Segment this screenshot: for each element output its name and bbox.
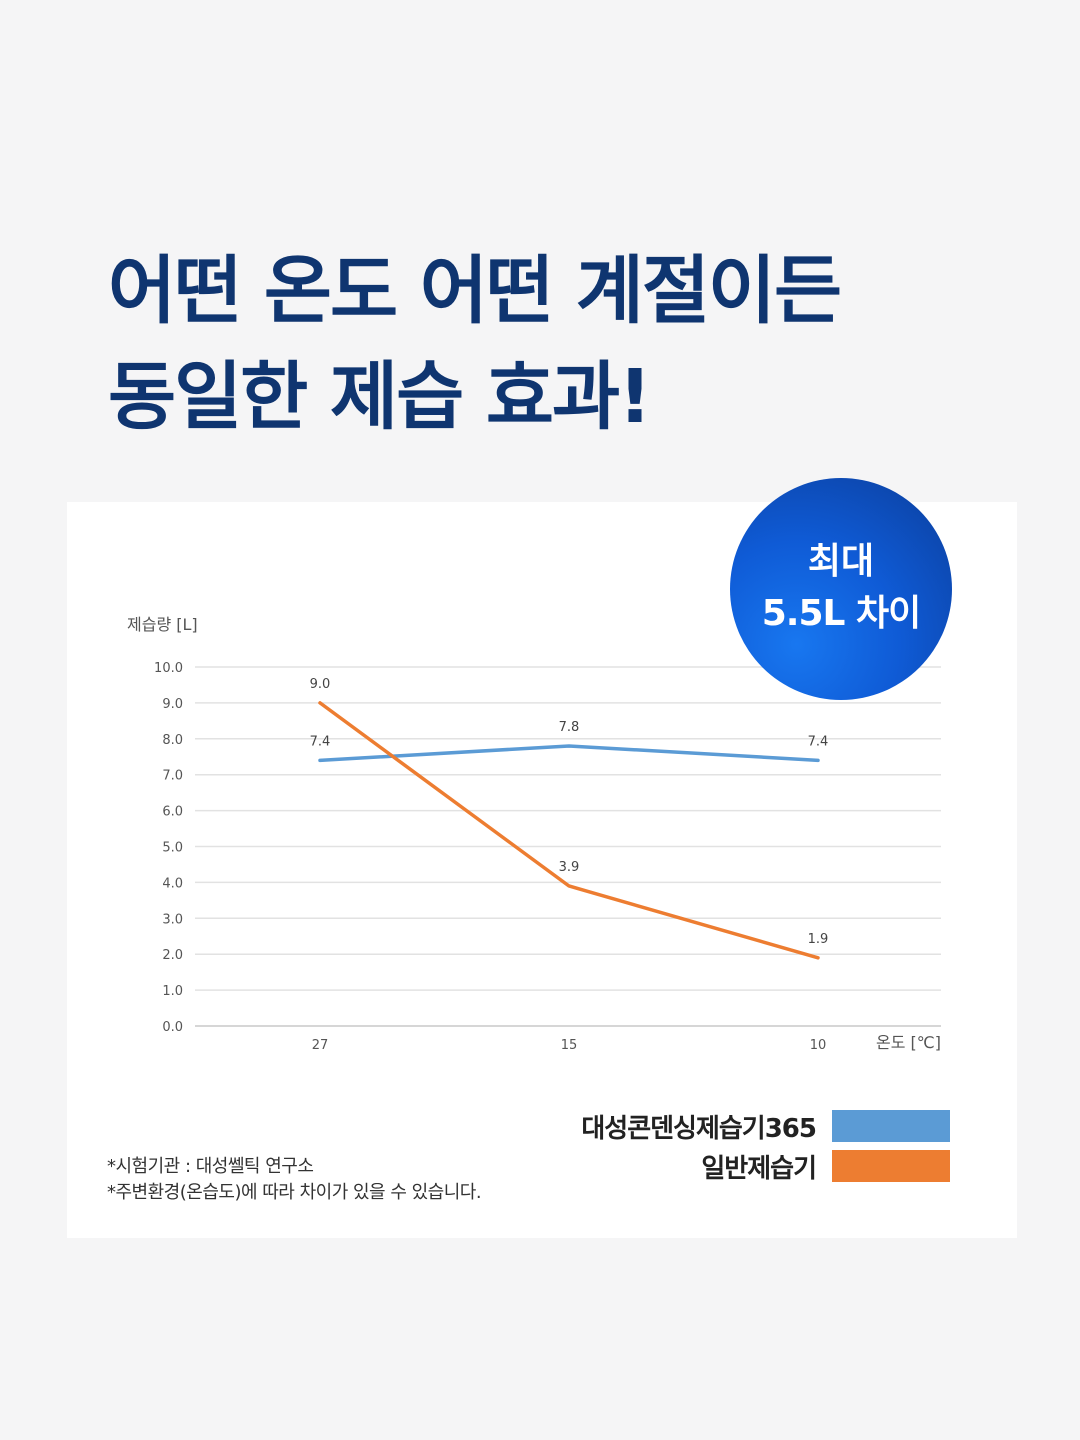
legend-item-condensing: 대성콘덴싱제습기365: [530, 1106, 950, 1146]
y-axis-title: 제습량 [L]: [127, 615, 198, 634]
headline: 어떤 온도 어떤 계절이든 동일한 제습 효과!: [108, 238, 1008, 450]
y-tick-label: 1.0: [162, 984, 183, 999]
legend-label-condensing: 대성콘덴싱제습기365: [581, 1113, 817, 1144]
x-tick-labels: 27 15 10: [312, 1038, 827, 1053]
x-tick-label: 10: [810, 1038, 827, 1053]
badge-line-1: 최대: [807, 541, 875, 582]
footnote-disclaimer: *주변환경(온습도)에 따라 차이가 있을 수 있습니다.: [107, 1182, 482, 1203]
data-label: 1.9: [808, 932, 829, 947]
data-label: 7.4: [310, 734, 331, 749]
y-tick-label: 8.0: [162, 733, 183, 748]
legend-swatch-general: [832, 1150, 950, 1182]
footnote-test-agency: *시험기관 : 대성쎌틱 연구소: [107, 1156, 314, 1177]
y-tick-label: 6.0: [162, 805, 183, 820]
y-tick-label: 2.0: [162, 948, 183, 963]
data-labels: 7.4 7.8 7.4 9.0 3.9 1.9: [310, 677, 829, 947]
x-tick-label: 27: [312, 1038, 329, 1053]
data-label: 3.9: [559, 860, 580, 875]
y-tick-label: 9.0: [162, 697, 183, 712]
y-tick-label: 4.0: [162, 876, 183, 891]
series-lines: [318, 701, 820, 960]
x-tick-label: 15: [561, 1038, 578, 1053]
legend-label-general: 일반제습기: [701, 1153, 817, 1184]
x-axis-title: 온도 [℃]: [876, 1033, 941, 1052]
y-tick-label: 3.0: [162, 912, 183, 927]
y-tick-labels: 0.0 1.0 2.0 3.0 4.0 5.0 6.0 7.0 8.0 9.0 10.0: [154, 661, 183, 1035]
badge-line-2: 5.5L 차이: [761, 593, 921, 634]
y-tick-label: 5.0: [162, 841, 183, 856]
data-label: 7.8: [559, 720, 580, 735]
legend-swatch-condensing: [832, 1110, 950, 1142]
y-tick-label: 7.0: [162, 769, 183, 784]
y-tick-label: 0.0: [162, 1020, 183, 1035]
series-line-condensing: [318, 744, 820, 763]
series-line-general: [318, 701, 820, 960]
line-chart: 제습량 [L] 온도 [℃] 0.0 1.0 2.0 3.0 4.0 5.0 6.0 7.0 8…: [127, 615, 941, 1053]
legend-item-general: 일반제습기: [530, 1146, 950, 1186]
headline-line-1: 어떤 온도 어떤 계절이든: [108, 248, 842, 334]
chart-card: 제습량 [L] 온도 [℃] 0.0 1.0 2.0 3.0 4.0 5.0 6.0 7.0 8…: [67, 478, 1017, 1238]
chart-legend: 대성콘덴싱제습기365 일반제습기: [530, 1106, 950, 1186]
data-label: 7.4: [808, 734, 829, 749]
footnotes: *시험기관 : 대성쎌틱 연구소 *주변환경(온습도)에 따라 차이가 있을 수…: [107, 1154, 482, 1206]
max-difference-badge: 최대 5.5L 차이: [730, 478, 952, 700]
data-label: 9.0: [310, 677, 331, 692]
headline-line-2: 동일한 제습 효과!: [108, 354, 652, 440]
y-tick-label: 10.0: [154, 661, 183, 676]
